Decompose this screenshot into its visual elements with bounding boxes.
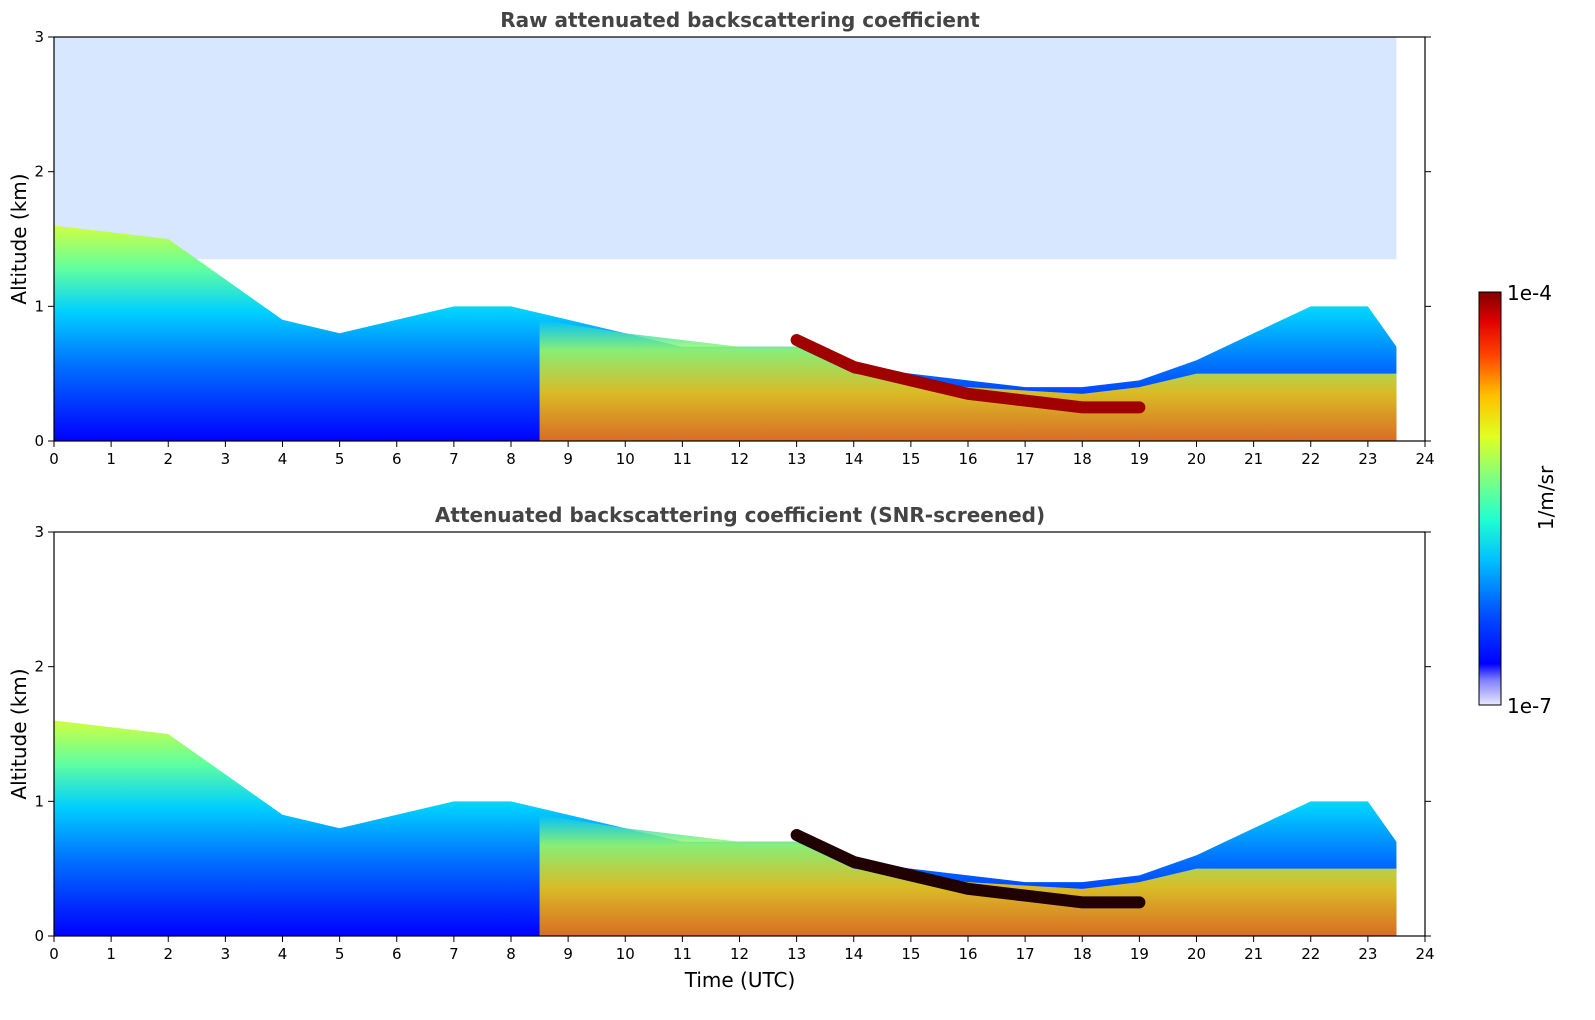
- panel2-y-axis-label: Altitude (km): [7, 668, 31, 799]
- x-tick-label: 18: [1073, 450, 1092, 468]
- x-tick-label: 18: [1073, 945, 1092, 963]
- y-tick-label: 1: [34, 792, 44, 810]
- panel2-heatmap: [54, 720, 1397, 936]
- x-tick-label: 24: [1415, 945, 1434, 963]
- colorbar-unit-label: 1/m/sr: [1534, 465, 1558, 530]
- x-tick-label: 0: [49, 945, 59, 963]
- colorbar-min-label: 1e-7: [1507, 694, 1552, 718]
- x-tick-label: 7: [449, 945, 459, 963]
- x-tick-label: 4: [278, 450, 288, 468]
- x-tick-label: 12: [730, 450, 749, 468]
- x-tick-label: 2: [163, 450, 173, 468]
- x-axis-label: Time (UTC): [684, 968, 796, 992]
- y-tick-label: 2: [34, 163, 44, 181]
- x-tick-label: 14: [844, 450, 863, 468]
- x-tick-label: 15: [901, 945, 920, 963]
- panel2-y-ticks: 0 1 2 3: [34, 523, 1431, 945]
- panel2-x-ticks: 0 1 2 3 4 5 6 7 8 9 10 11 12 13 14 15 16 17 18 19 20 21 22 23 24: [49, 936, 1435, 963]
- cloud-layer: [790, 334, 1146, 414]
- noise-region: [54, 37, 1397, 260]
- panel1-heatmap: [54, 37, 1397, 441]
- x-tick-label: 10: [616, 945, 635, 963]
- colorbar: 1e-4 1e-7 1/m/sr: [1478, 281, 1558, 718]
- x-tick-label: 19: [1130, 450, 1149, 468]
- x-tick-label: 17: [1016, 945, 1035, 963]
- colorbar-gradient: [1478, 291, 1502, 706]
- x-tick-label: 14: [844, 945, 863, 963]
- x-tick-label: 9: [563, 945, 573, 963]
- boundary-layer: [54, 720, 1397, 936]
- x-tick-label: 8: [506, 945, 516, 963]
- y-tick-label: 3: [34, 523, 44, 541]
- x-tick-label: 23: [1358, 945, 1377, 963]
- aerosol-layer: [539, 814, 1397, 936]
- y-tick-label: 0: [34, 432, 44, 450]
- panel-snr-screened: Attenuated backscattering coefficient (S…: [7, 503, 1435, 992]
- panel1-y-ticks: 0 1 2 3: [34, 28, 1431, 450]
- y-tick-label: 0: [34, 927, 44, 945]
- x-tick-label: 19: [1130, 945, 1149, 963]
- y-tick-label: 3: [34, 28, 44, 46]
- x-tick-label: 24: [1415, 450, 1434, 468]
- x-tick-label: 11: [673, 945, 692, 963]
- x-tick-label: 8: [506, 450, 516, 468]
- panel1-title: Raw attenuated backscattering coefficien…: [500, 8, 980, 32]
- x-tick-label: 16: [958, 945, 977, 963]
- x-tick-label: 7: [449, 450, 459, 468]
- x-tick-label: 10: [616, 450, 635, 468]
- x-tick-label: 2: [163, 945, 173, 963]
- x-tick-label: 22: [1301, 945, 1320, 963]
- colorbar-max-label: 1e-4: [1507, 281, 1552, 305]
- x-tick-label: 1: [106, 450, 116, 468]
- x-tick-label: 3: [221, 945, 231, 963]
- x-tick-label: 6: [392, 450, 402, 468]
- x-tick-label: 9: [563, 450, 573, 468]
- x-tick-label: 16: [958, 450, 977, 468]
- x-tick-label: 5: [335, 450, 345, 468]
- x-tick-label: 20: [1187, 945, 1206, 963]
- aerosol-layer: [539, 319, 1397, 441]
- x-tick-label: 12: [730, 945, 749, 963]
- x-tick-label: 3: [221, 450, 231, 468]
- y-tick-label: 1: [34, 297, 44, 315]
- x-tick-label: 17: [1016, 450, 1035, 468]
- panel1-x-ticks: 0 1 2 3 4 5 6 7 8 9 10 11 12 13 14 15 16 17 18 19 20 21 22 23 24: [49, 441, 1435, 468]
- x-tick-label: 21: [1244, 450, 1263, 468]
- x-tick-label: 20: [1187, 450, 1206, 468]
- panel-raw: Raw attenuated backscattering coefficien…: [7, 8, 1435, 468]
- panel1-y-axis-label: Altitude (km): [7, 173, 31, 304]
- x-tick-label: 0: [49, 450, 59, 468]
- x-tick-label: 1: [106, 945, 116, 963]
- x-tick-label: 21: [1244, 945, 1263, 963]
- x-tick-label: 5: [335, 945, 345, 963]
- x-tick-label: 13: [787, 450, 806, 468]
- y-tick-label: 2: [34, 658, 44, 676]
- cloud-layer: [790, 829, 1146, 909]
- boundary-layer: [54, 225, 1397, 441]
- x-tick-label: 6: [392, 945, 402, 963]
- x-tick-label: 22: [1301, 450, 1320, 468]
- x-tick-label: 13: [787, 945, 806, 963]
- x-tick-label: 15: [901, 450, 920, 468]
- panel2-title: Attenuated backscattering coefficient (S…: [435, 503, 1045, 527]
- x-tick-label: 11: [673, 450, 692, 468]
- x-tick-label: 23: [1358, 450, 1377, 468]
- x-tick-label: 4: [278, 945, 288, 963]
